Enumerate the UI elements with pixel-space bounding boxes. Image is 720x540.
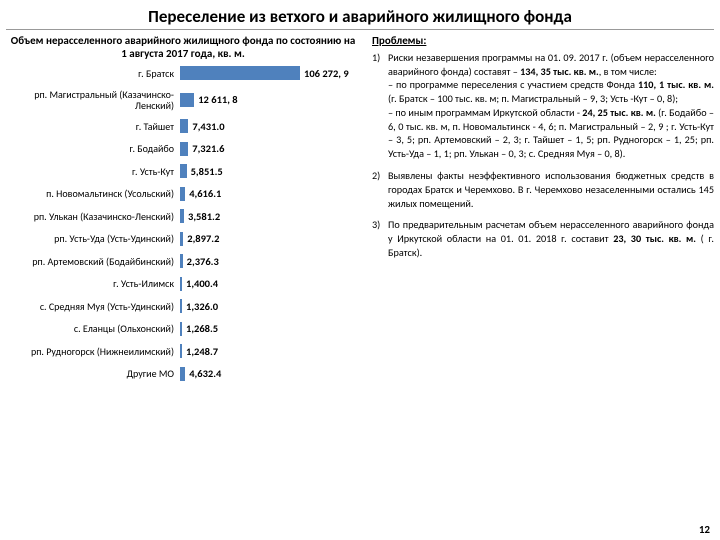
chart-bar — [180, 93, 194, 107]
bar-chart: г. Братск 106 272, 9 рп. Магистральный (Ка… — [4, 66, 362, 381]
chart-value-label: 1,326.0 — [186, 300, 218, 313]
chart-bar — [180, 187, 185, 201]
content: Объем нерасселенного аварийного жилищног… — [0, 30, 720, 381]
chart-bar — [180, 209, 184, 223]
chart-category-label: г. Бодайбо — [4, 143, 180, 154]
chart-row: Другие МО 4,632.4 — [4, 367, 362, 381]
problem-number: 1) — [372, 51, 388, 161]
chart-bar-track: 1,326.0 — [180, 299, 362, 313]
chart-value-label: 1,400.4 — [186, 277, 218, 290]
problem-text: По предварительным расчетам объем нерасс… — [388, 218, 714, 259]
chart-row: рп. Рудногорск (Нижнеилимский) 1,248.7 — [4, 344, 362, 358]
chart-bar — [180, 277, 182, 291]
chart-bar — [180, 254, 183, 268]
chart-value-label: 3,581.2 — [188, 210, 220, 223]
chart-category-label: г. Тайшет — [4, 121, 180, 132]
chart-value-label: 2,897.2 — [187, 232, 219, 245]
chart-bar — [180, 344, 182, 358]
chart-bar — [180, 119, 188, 133]
chart-bar-track: 2,897.2 — [180, 232, 362, 246]
chart-category-label: Другие МО — [4, 368, 180, 379]
chart-row: рп. Усть-Уда (Усть-Удинский) 2,897.2 — [4, 232, 362, 246]
chart-bar-track: 7,431.0 — [180, 119, 362, 133]
problem-item: 3)По предварительным расчетам объем нера… — [372, 218, 714, 259]
problem-number: 3) — [372, 218, 388, 259]
chart-row: с. Средняя Муя (Усть-Удинский) 1,326.0 — [4, 299, 362, 313]
chart-category-label: г. Братск — [4, 68, 180, 79]
chart-category-label: рп. Магистральный (Казачинско-Ленский) — [4, 89, 180, 111]
chart-category-label: г. Усть-Илимск — [4, 278, 180, 289]
chart-value-label: 4,632.4 — [189, 367, 221, 380]
chart-bar — [180, 322, 182, 336]
problem-text: Риски незавершения программы на 01. 09. … — [388, 51, 714, 161]
chart-value-label: 7,321.6 — [192, 142, 224, 155]
page-title: Переселение из ветхого и аварийного жили… — [6, 0, 714, 30]
chart-value-label: 1,248.7 — [186, 345, 218, 358]
chart-bar-track: 3,581.2 — [180, 209, 362, 223]
chart-category-label: п. Новомальтинск (Усольский) — [4, 188, 180, 199]
chart-category-label: рп. Улькан (Казачинско-Ленский) — [4, 211, 180, 222]
chart-value-label: 2,376.3 — [187, 255, 219, 268]
chart-row: г. Тайшет 7,431.0 — [4, 119, 362, 133]
chart-row: г. Братск 106 272, 9 — [4, 66, 362, 80]
chart-row: г. Усть-Илимск 1,400.4 — [4, 277, 362, 291]
chart-category-label: рп. Усть-Уда (Усть-Удинский) — [4, 233, 180, 244]
chart-category-label: г. Усть-Кут — [4, 166, 180, 177]
chart-value-label: 5,851.5 — [191, 165, 223, 178]
chart-bar — [180, 164, 187, 178]
chart-bar-track: 1,400.4 — [180, 277, 362, 291]
problems-list: 1)Риски незавершения программы на 01. 09… — [372, 51, 714, 260]
problems-heading: Проблемы: — [372, 34, 714, 49]
problems-panel: Проблемы: 1)Риски незавершения программы… — [362, 34, 714, 381]
chart-value-label: 106 272, 9 — [304, 67, 349, 80]
chart-category-label: рп. Рудногорск (Нижнеилимский) — [4, 346, 180, 357]
chart-bar-track: 7,321.6 — [180, 142, 362, 156]
chart-bar — [180, 142, 188, 156]
chart-row: с. Еланцы (Ольхонский) 1,268.5 — [4, 322, 362, 336]
problem-text: Выявлены факты неэффективного использова… — [388, 169, 714, 210]
chart-bar-track: 5,851.5 — [180, 164, 362, 178]
chart-bar — [180, 232, 183, 246]
chart-bar-track: 4,616.1 — [180, 187, 362, 201]
chart-bar — [180, 66, 300, 80]
chart-value-label: 4,616.1 — [189, 187, 221, 200]
chart-row: п. Новомальтинск (Усольский) 4,616.1 — [4, 187, 362, 201]
problem-number: 2) — [372, 169, 388, 210]
problem-item: 1)Риски незавершения программы на 01. 09… — [372, 51, 714, 161]
chart-bar-track: 12 611, 8 — [180, 93, 362, 107]
chart-bar-track: 106 272, 9 — [180, 66, 362, 80]
chart-category-label: с. Средняя Муя (Усть-Удинский) — [4, 301, 180, 312]
chart-value-label: 1,268.5 — [186, 322, 218, 335]
chart-bar-track: 2,376.3 — [180, 254, 362, 268]
chart-bar-track: 4,632.4 — [180, 367, 362, 381]
chart-bar-track: 1,248.7 — [180, 344, 362, 358]
chart-bar — [180, 367, 185, 381]
chart-bar — [180, 299, 182, 313]
problem-item: 2)Выявлены факты неэффективного использо… — [372, 169, 714, 210]
chart-bar-track: 1,268.5 — [180, 322, 362, 336]
chart-category-label: с. Еланцы (Ольхонский) — [4, 323, 180, 334]
chart-row: г. Бодайбо 7,321.6 — [4, 142, 362, 156]
chart-row: рп. Артемовский (Бодайбинский) 2,376.3 — [4, 254, 362, 268]
chart-category-label: рп. Артемовский (Бодайбинский) — [4, 256, 180, 267]
chart-row: рп. Магистральный (Казачинско-Ленский) 12… — [4, 89, 362, 111]
chart-value-label: 12 611, 8 — [198, 93, 237, 106]
chart-panel: Объем нерасселенного аварийного жилищног… — [4, 34, 362, 381]
page-number: 12 — [699, 523, 710, 536]
chart-value-label: 7,431.0 — [192, 120, 224, 133]
chart-row: рп. Улькан (Казачинско-Ленский) 3,581.2 — [4, 209, 362, 223]
chart-row: г. Усть-Кут 5,851.5 — [4, 164, 362, 178]
chart-title: Объем нерасселенного аварийного жилищног… — [4, 34, 362, 60]
